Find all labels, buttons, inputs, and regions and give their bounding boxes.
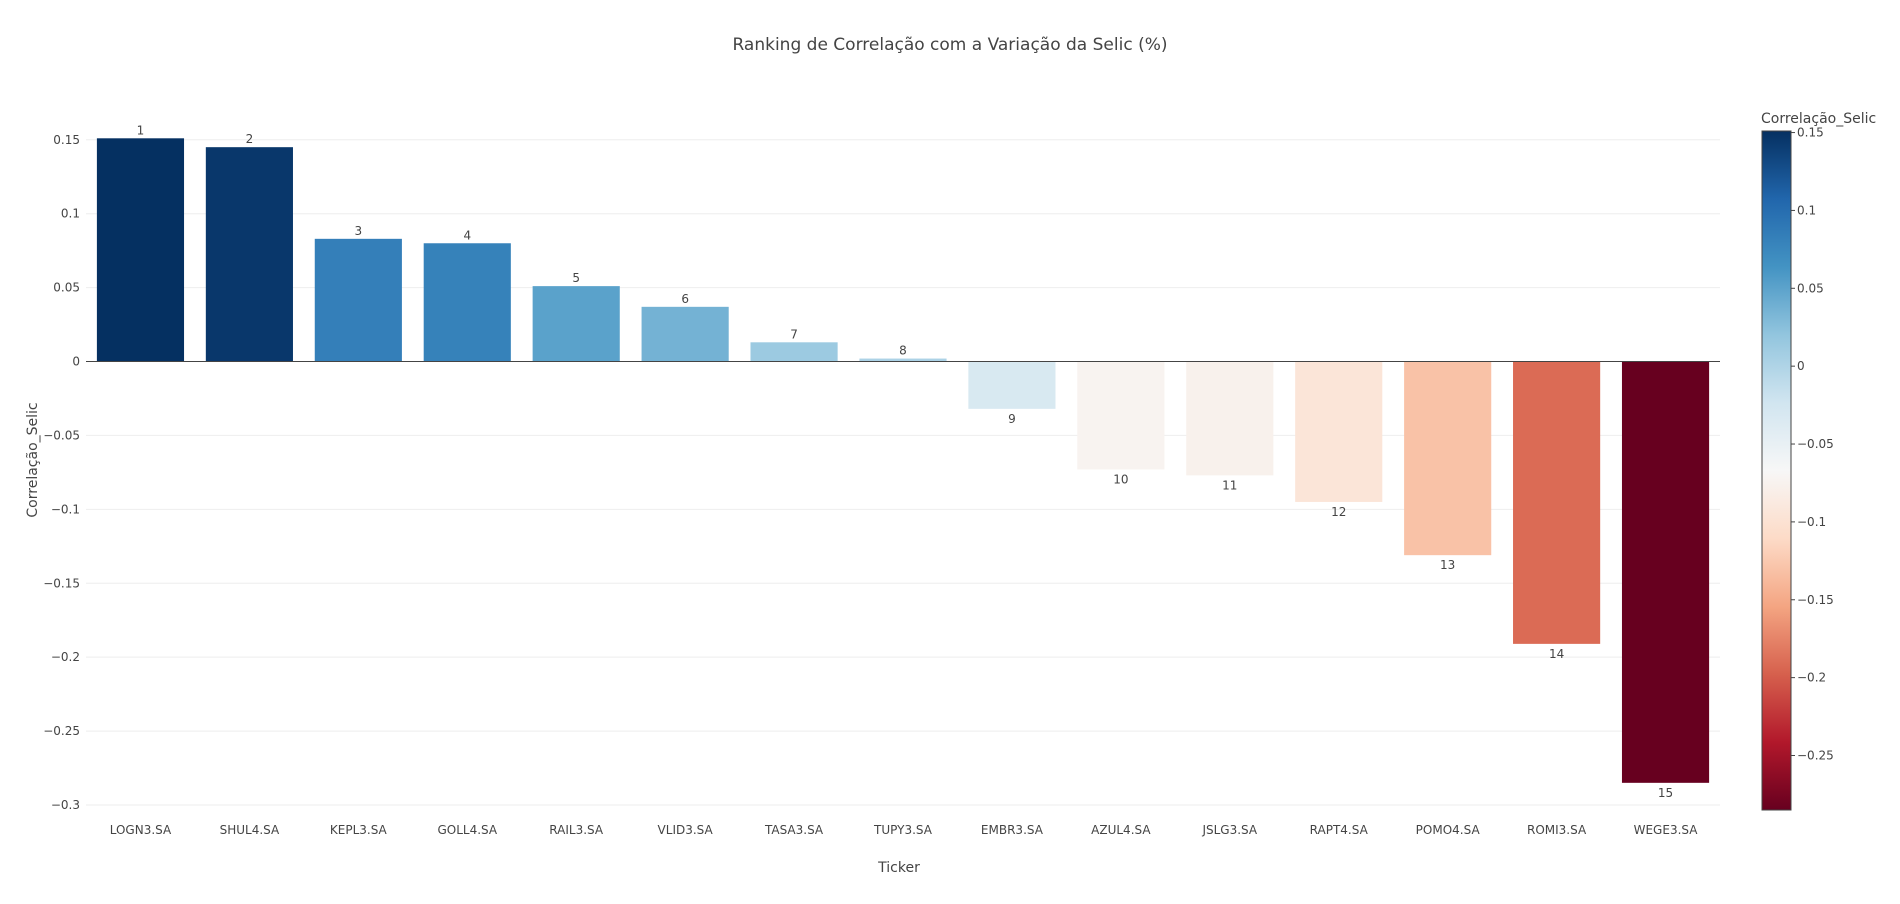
y-tick-label: −0.1	[51, 502, 80, 516]
bar	[205, 147, 293, 362]
y-tick-label: 0.1	[61, 207, 80, 221]
colorbar-tick-label: 0.05	[1797, 281, 1824, 295]
bar-rank-label: 14	[1549, 647, 1564, 661]
bar-rank-label: 11	[1222, 478, 1237, 492]
colorbar-tick-label: 0.15	[1797, 126, 1824, 140]
bar	[1295, 361, 1383, 502]
bars	[96, 138, 1710, 783]
x-tick-label: WEGE3.SA	[1634, 823, 1699, 837]
colorbar-ticks: 0.15 0.1 0.05 0 −0.05 −0.1 −0.15 −0.2 −0.25	[1791, 126, 1834, 762]
bar	[532, 286, 620, 362]
bar	[314, 238, 402, 362]
bar	[423, 243, 511, 362]
x-tick-label: POMO4.SA	[1416, 823, 1481, 837]
x-tick-label: LOGN3.SA	[110, 823, 172, 837]
x-tick-label: GOLL4.SA	[437, 823, 497, 837]
y-tick-label: −0.2	[51, 650, 80, 664]
bar-rank-label: 3	[355, 224, 363, 238]
bar-rank-label: 1	[137, 123, 145, 137]
x-tick-label: KEPL3.SA	[330, 823, 388, 837]
bar-rank-label: 7	[790, 327, 798, 341]
colorbar-gradient	[1761, 130, 1792, 811]
colorbar-title: Correlação_Selic	[1761, 111, 1876, 127]
bar-rank-label: 8	[899, 344, 907, 358]
bar-rank-label: 10	[1113, 472, 1128, 486]
bar-rank-label: 4	[463, 228, 471, 242]
bar	[1621, 361, 1710, 783]
bar-rank-label: 5	[572, 271, 580, 285]
x-tick-label: TASA3.SA	[764, 823, 824, 837]
bar-rank-label: 13	[1440, 558, 1455, 572]
colorbar-tick-label: 0.1	[1797, 203, 1816, 217]
chart-title: Ranking de Correlação com a Variação da …	[732, 35, 1167, 55]
x-tick-label: RAPT4.SA	[1310, 823, 1369, 837]
y-tick-label: −0.15	[43, 576, 80, 590]
x-tick-label: EMBR3.SA	[981, 823, 1044, 837]
bar	[750, 342, 838, 362]
x-axis-title: Ticker	[877, 860, 920, 876]
x-tick-label: JSLG3.SA	[1201, 823, 1257, 837]
bar	[968, 361, 1056, 409]
bar	[1513, 361, 1601, 644]
x-tick-label: ROMI3.SA	[1527, 823, 1587, 837]
colorbar-tick-label: −0.25	[1797, 748, 1834, 762]
bar	[641, 306, 729, 362]
y-tick-label: 0.15	[53, 133, 80, 147]
y-axis-ticks: 0.15 0.1 0.05 0 −0.05 −0.1 −0.15 −0.2 −0.25 −0.3	[43, 133, 80, 812]
x-axis-ticks: LOGN3.SA SHUL4.SA KEPL3.SA GOLL4.SA RAIL3.SA…	[110, 823, 1699, 837]
bar-rank-label: 6	[681, 292, 689, 306]
colorbar: Correlação_Selic 0.15 0.1 0.05 0 −0.05 −0.1 −0…	[1761, 111, 1876, 811]
bar	[859, 358, 947, 362]
bar	[1404, 361, 1492, 556]
x-tick-label: SHUL4.SA	[220, 823, 280, 837]
bar-rank-label: 15	[1658, 786, 1673, 800]
y-axis-title: Correlação_Selic	[25, 402, 41, 517]
bar	[96, 138, 185, 362]
colorbar-tick-label: −0.2	[1797, 671, 1826, 685]
y-tick-label: 0	[72, 355, 80, 369]
y-tick-label: 0.05	[53, 281, 80, 295]
x-tick-label: TUPY3.SA	[873, 823, 933, 837]
colorbar-tick-label: −0.05	[1797, 437, 1834, 451]
x-tick-label: VLID3.SA	[658, 823, 714, 837]
colorbar-tick-label: 0	[1797, 359, 1805, 373]
y-tick-label: −0.3	[51, 798, 80, 812]
colorbar-tick-label: −0.15	[1797, 593, 1834, 607]
y-tick-label: −0.25	[43, 724, 80, 738]
x-tick-label: RAIL3.SA	[549, 823, 604, 837]
bar-rank-label: 9	[1008, 412, 1016, 426]
x-tick-label: AZUL4.SA	[1091, 823, 1151, 837]
bar	[1077, 361, 1165, 470]
bar-rank-label: 2	[246, 132, 254, 146]
bar-rank-label: 12	[1331, 505, 1346, 519]
y-tick-label: −0.05	[43, 428, 80, 442]
colorbar-tick-label: −0.1	[1797, 515, 1826, 529]
bar	[1186, 361, 1274, 476]
